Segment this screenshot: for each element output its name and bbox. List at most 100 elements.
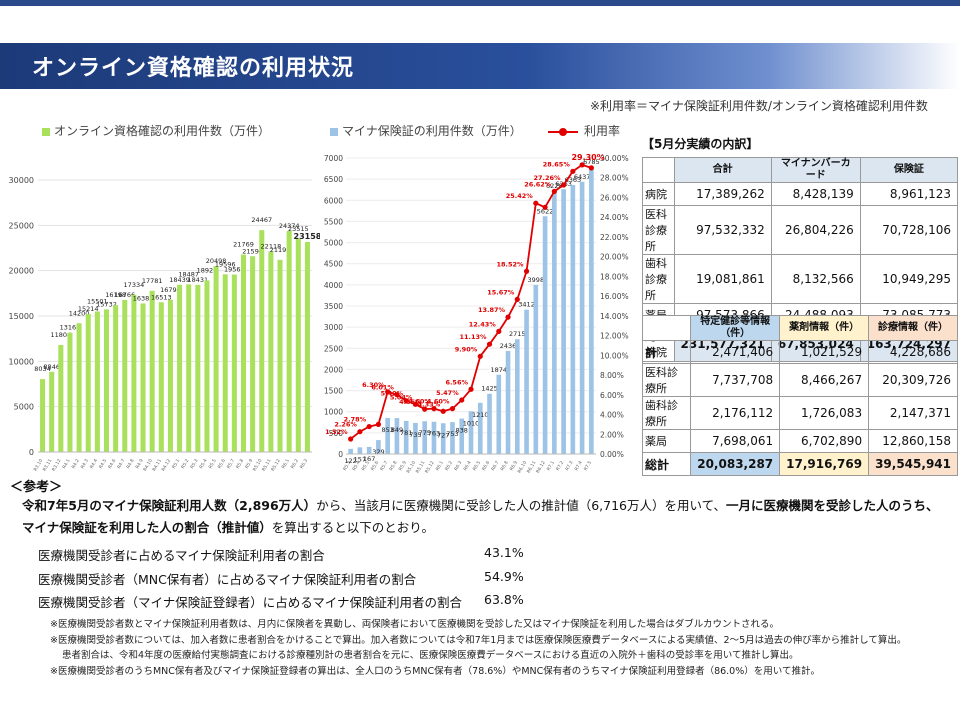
footnote: ※医療機関受診者数とマイナ保険証利用者数は、月内に保険者を異動し、両保険者におい… xyxy=(50,619,780,630)
bar xyxy=(158,302,164,452)
x-tick-label: R5.9 xyxy=(244,458,254,470)
table-cell: 2,147,371 xyxy=(868,396,958,430)
bar xyxy=(348,448,353,454)
x-tick-label: R6.7 xyxy=(490,460,500,472)
bar-value-label: 763 xyxy=(428,430,440,438)
bar-value-label: 2436 xyxy=(500,342,517,350)
bar-value-label: 775 xyxy=(418,429,430,437)
online-qualification-chart: 0 5000 10000 15000 20000 25000 30000 8034 R3.10 8… xyxy=(9,176,320,473)
x-tick-label: R6.6 xyxy=(481,460,491,472)
rate-point xyxy=(477,353,483,359)
x-tick-label: R6.8 xyxy=(499,460,509,472)
bar xyxy=(376,440,381,454)
bar-value-label: 853 xyxy=(381,426,393,434)
bar xyxy=(561,189,566,455)
corner-cell xyxy=(642,157,675,183)
bar-value-label: 15732 xyxy=(96,300,117,308)
table1-title: 【5月分実績の内訳】 xyxy=(642,137,759,151)
x-tick-label: R5.9 xyxy=(398,460,408,472)
table-cell: 7,737,708 xyxy=(690,363,781,397)
bar xyxy=(496,374,502,454)
bar-value-label: 19569 xyxy=(224,266,245,274)
bar xyxy=(589,167,594,454)
bar-value-label: 3998 xyxy=(528,276,545,284)
y2-tick-label: 26.00% xyxy=(600,193,629,202)
bar-value-label: 6437 xyxy=(574,173,591,181)
x-tick-label: R4.9 xyxy=(134,458,144,470)
x-tick-label: R7.5 xyxy=(583,460,593,472)
bar-value-label: 838 xyxy=(456,427,468,435)
x-tick-label: R6.11 xyxy=(526,460,538,475)
rate-point xyxy=(496,328,502,334)
table-header-row: 合計 マイナンバーカード 保険証 xyxy=(642,157,959,183)
x-tick-label: R5.5 xyxy=(207,458,217,470)
legend-online: オンライン資格確認の利用件数（万件） xyxy=(42,122,270,139)
x-tick-label: R4.1 xyxy=(61,458,71,470)
x-tick-label: R6.10 xyxy=(517,460,529,475)
bar-value-label: 20498 xyxy=(206,257,227,265)
x-tick-label: R5.3 xyxy=(189,458,199,470)
table-row: 総計 20,083,287 17,916,769 39,545,941 xyxy=(641,452,958,476)
y2-tick-label: 0.00% xyxy=(600,450,624,459)
rate-label: 4.55% xyxy=(399,398,422,406)
y2-tick-label: 8.00% xyxy=(600,371,624,380)
table-row: 病院 2,471,406 1,021,529 4,228,686 xyxy=(641,340,958,364)
rate-point xyxy=(486,341,493,347)
table-row: 医科診療所 97,532,332 26,804,226 70,728,106 xyxy=(642,205,959,255)
bar-value-label: 1874 xyxy=(491,366,508,374)
rate-label: 29.30% xyxy=(571,153,604,162)
rate-point xyxy=(468,386,474,392)
bar-value-label: 18431 xyxy=(187,276,208,284)
bar-value-label: 24374 xyxy=(279,222,300,230)
y-tick-label: 2000 xyxy=(324,365,343,374)
row-label: 医科診療所 xyxy=(641,363,692,397)
y-tick-label: 5500 xyxy=(324,217,343,226)
rate-label: 5.40% xyxy=(381,390,404,398)
bar-value-label: 735 xyxy=(409,431,421,439)
legend-rate: 利用率 xyxy=(548,122,620,139)
y2-tick-label: 28.00% xyxy=(600,174,629,183)
y-tick-label: 10000 xyxy=(9,357,34,366)
bar xyxy=(459,418,465,454)
bar-value-label: 13165 xyxy=(60,324,81,332)
bar-value-label: 1010 xyxy=(463,419,480,427)
rate-label: 1.52% xyxy=(325,428,348,436)
x-tick-label: R7.2 xyxy=(555,460,565,472)
table-cell: 1,021,529 xyxy=(779,340,870,364)
corner-cell xyxy=(641,315,692,341)
bar-value-label: 15214 xyxy=(78,305,99,313)
table-cell: 7,698,061 xyxy=(690,429,781,453)
y2-tick-label: 4.00% xyxy=(600,411,624,420)
x-tick-label: R5.6 xyxy=(217,458,227,470)
y2-tick-label: 10.00% xyxy=(600,351,629,360)
rate-definition-note: ※利用率＝マイナ保険証利用件数/オンライン資格確認利用件数 xyxy=(590,99,928,113)
bar-value-label: 8034 xyxy=(34,365,51,373)
bar-value-label: 5622 xyxy=(537,207,554,215)
footnote: 患者割合は、令和4年度の医療給付実態調査における診療種別計の患者割合を元に、医療… xyxy=(62,650,799,661)
rate-point xyxy=(412,401,419,407)
bar xyxy=(385,417,390,454)
x-tick-label: R5.10 xyxy=(252,458,264,473)
col-header-insurance: 保険証 xyxy=(859,157,959,183)
rate-label: 4.60% xyxy=(427,398,450,406)
bar xyxy=(131,294,137,452)
bar xyxy=(67,332,73,452)
row-label: 病院 xyxy=(642,182,675,206)
x-tick-label: R7.1 xyxy=(546,460,556,472)
y-tick-label: 4500 xyxy=(324,260,343,269)
bar xyxy=(177,284,183,452)
bar xyxy=(487,393,492,454)
table-cell: 20,083,287 xyxy=(690,452,781,476)
rate-point xyxy=(357,429,363,435)
bar-value-label: 15501 xyxy=(87,297,108,305)
bar xyxy=(103,309,110,452)
bar xyxy=(49,371,55,452)
rate-point xyxy=(514,296,520,302)
bar-value-label: 17781 xyxy=(142,277,163,285)
bar xyxy=(259,230,265,452)
bar xyxy=(76,323,82,452)
x-tick-label: R5.11 xyxy=(415,460,427,475)
x-tick-label: R4.2 xyxy=(70,458,80,470)
rate-label: 5.47% xyxy=(436,389,459,397)
x-tick-label: R6.3 xyxy=(453,460,463,472)
